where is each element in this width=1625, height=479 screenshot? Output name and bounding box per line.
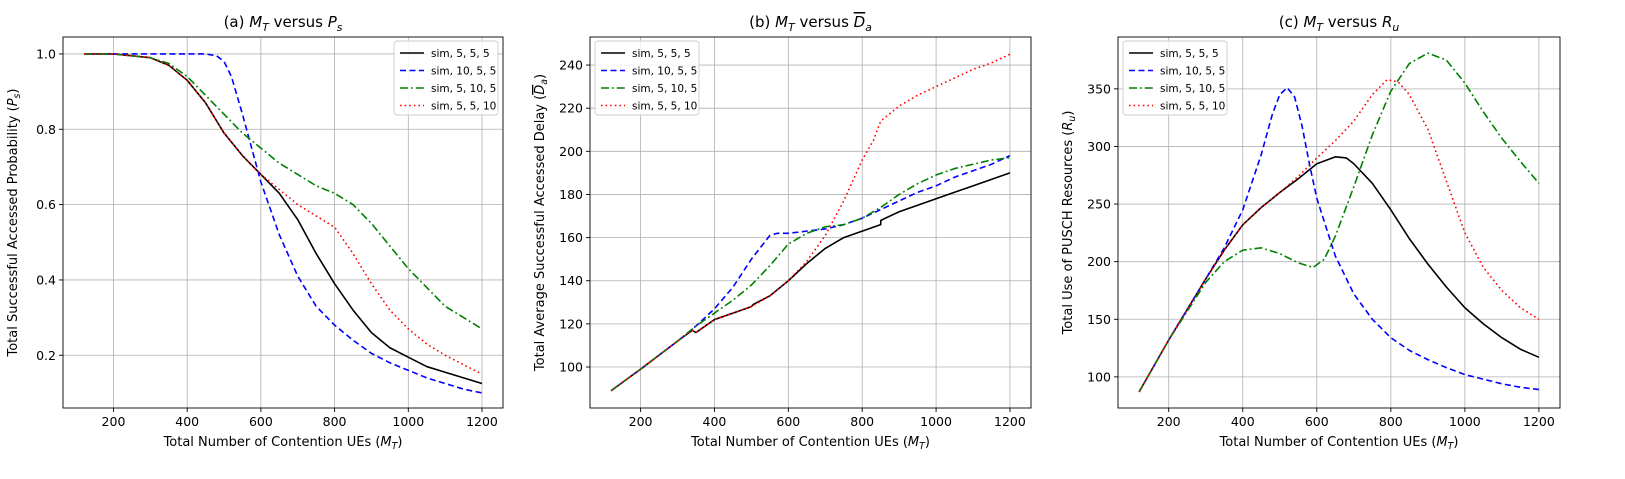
legend-label: sim, 10, 5, 5: [431, 65, 496, 77]
x-tick-label: 600: [776, 414, 800, 429]
chart-panel-1: 200 400 600 800 1000 1200 0.2 0.4 0.6 0.8 1.0 (a) M…: [6, 13, 504, 452]
x-tick-label: 800: [850, 414, 874, 429]
y-tick-label: 0.6: [36, 197, 56, 212]
series-line-1: [1138, 156, 1540, 393]
y-tick-label: 240: [559, 58, 583, 73]
y-tick-label: 200: [559, 144, 583, 159]
legend-label: sim, 5, 10, 5: [632, 83, 697, 95]
legend-label: sim, 10, 5, 5: [632, 65, 697, 77]
y-tick-label: 250: [1087, 197, 1111, 212]
legend: sim, 5, 5, 5 sim, 10, 5, 5 sim, 5, 10, 5 si…: [1122, 40, 1228, 116]
x-axis-label: Total Number of Contention UEs (MT): [690, 435, 930, 452]
legend-label: sim, 5, 5, 5: [431, 48, 490, 60]
x-tick-label: 200: [629, 414, 653, 429]
y-tick-label: 160: [559, 230, 583, 245]
y-tick-label: 100: [1087, 369, 1111, 384]
y-tick-label: 0.4: [36, 272, 56, 287]
chart-panel-3: 200 400 600 800 1000 1200 100 150 200 250 300 350 (c…: [1061, 13, 1561, 452]
chart-title: (c) MT versus Ru: [1279, 13, 1400, 34]
series-line-2: [610, 154, 1011, 392]
y-tick-label: 0.2: [36, 348, 56, 363]
y-tick-label: 150: [1087, 312, 1111, 327]
x-axis-label: Total Number of Contention UEs (MT): [163, 435, 403, 452]
y-tick-label: 220: [559, 101, 583, 116]
axes-frame: [1117, 36, 1561, 409]
x-tick-label: 1000: [1449, 414, 1481, 429]
legend-box: [393, 40, 499, 116]
legend-label: sim, 5, 5, 10: [1160, 100, 1225, 112]
y-axis-label: Total Successful Accessed Probability (P…: [6, 89, 23, 358]
y-tick-label: 180: [559, 187, 583, 202]
chart-title: (b) MT versus Da: [749, 13, 872, 34]
x-tick-label: 400: [175, 414, 199, 429]
series-line-3: [1138, 52, 1540, 393]
x-axis-label: Total Number of Contention UEs (MT): [1219, 435, 1459, 452]
x-tick-label: 1000: [392, 414, 424, 429]
legend: sim, 5, 5, 5 sim, 10, 5, 5 sim, 5, 10, 5 si…: [594, 40, 700, 116]
series-line-2: [1138, 86, 1539, 393]
x-tick-label: 600: [1305, 414, 1329, 429]
chart-title: (a) MT versus Ps: [224, 13, 343, 34]
legend-label: sim, 5, 10, 5: [431, 83, 496, 95]
x-tick-label: 400: [703, 414, 727, 429]
legend-label: sim, 5, 5, 5: [632, 48, 691, 60]
y-axis-label: Total Average Successful Accessed Delay …: [533, 74, 550, 372]
y-tick-label: 350: [1087, 81, 1111, 96]
y-tick-label: 200: [1087, 254, 1111, 269]
legend-label: sim, 5, 5, 10: [431, 100, 496, 112]
series-line-3: [84, 53, 483, 330]
y-tick-label: 140: [559, 273, 583, 288]
x-tick-label: 1200: [466, 414, 498, 429]
series-line-2: [84, 53, 483, 394]
x-tick-label: 1000: [920, 414, 952, 429]
x-tick-label: 800: [323, 414, 347, 429]
legend-label: sim, 5, 5, 10: [632, 100, 697, 112]
legend-box: [1122, 40, 1228, 116]
series-line-3: [610, 156, 1011, 392]
legend-label: sim, 5, 10, 5: [1160, 83, 1225, 95]
x-tick-label: 1200: [1523, 414, 1555, 429]
series-line-1: [610, 172, 1011, 392]
y-tick-label: 300: [1087, 139, 1111, 154]
legend-box: [594, 40, 700, 116]
y-tick-label: 100: [559, 360, 583, 375]
x-tick-label: 200: [1157, 414, 1181, 429]
series-line-4: [610, 53, 1011, 392]
axes-frame: [62, 36, 504, 409]
chart-panel-2: 200 400 600 800 1000 1200 100 120 140 160 180 200 22…: [533, 13, 1032, 452]
legend-label: sim, 10, 5, 5: [1160, 65, 1225, 77]
axes-frame: [589, 36, 1032, 409]
x-tick-label: 800: [1379, 414, 1403, 429]
series-line-1: [84, 53, 483, 385]
series-line-4: [1138, 78, 1540, 393]
x-tick-label: 200: [102, 414, 126, 429]
x-tick-label: 400: [1231, 414, 1255, 429]
x-tick-label: 600: [249, 414, 273, 429]
y-tick-label: 120: [559, 316, 583, 331]
y-tick-label: 0.8: [36, 122, 56, 137]
x-tick-label: 1200: [994, 414, 1026, 429]
legend: sim, 5, 5, 5 sim, 10, 5, 5 sim, 5, 10, 5 si…: [393, 40, 499, 116]
legend-label: sim, 5, 5, 5: [1160, 48, 1219, 60]
y-axis-label: Total Use of PUSCH Resources (Ru): [1061, 111, 1078, 336]
y-tick-label: 1.0: [36, 46, 56, 61]
